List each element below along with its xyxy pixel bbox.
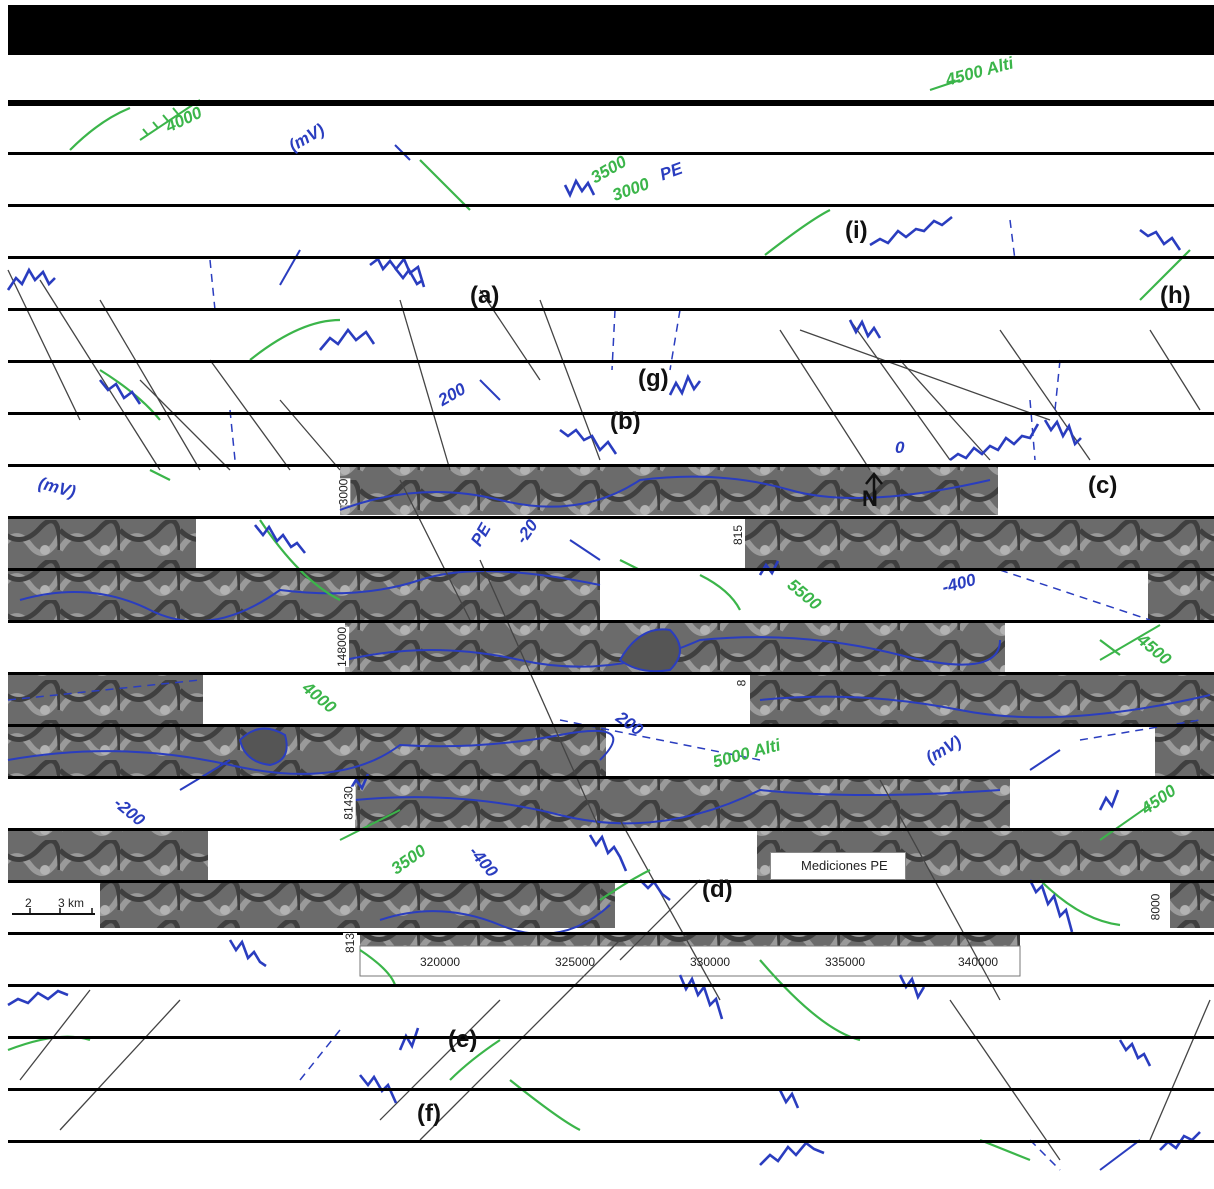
- scan-band-line: [8, 880, 1214, 883]
- scale-bar-tick: 2: [25, 896, 32, 910]
- panel-label-b: (b): [610, 408, 641, 435]
- scan-band-line: [8, 1140, 1214, 1143]
- fault-lines: [7, 269, 1211, 1161]
- northing-tick: 813: [343, 932, 358, 954]
- north-arrow-icon: [865, 471, 883, 505]
- northing-tick: 81430: [341, 786, 356, 820]
- scan-band-line: [8, 256, 1214, 259]
- legend-label: Mediciones PE: [801, 858, 888, 873]
- panel-label-c: (c): [1088, 472, 1118, 499]
- scan-band-line: [8, 724, 1214, 727]
- northing-tick: 8: [734, 679, 749, 687]
- scan-band-line: [8, 152, 1214, 155]
- panel-label-g: (g): [638, 365, 669, 392]
- easting-tick: 335000: [825, 955, 866, 969]
- easting-tick: 340000: [958, 955, 999, 969]
- scan-band-line: [8, 984, 1214, 987]
- satellite-image: [8, 465, 1214, 977]
- scan-band-line: [8, 932, 1214, 935]
- panel-label-h: (h): [1160, 282, 1191, 309]
- northing-tick: 3000: [336, 478, 351, 506]
- scan-band-line: [8, 672, 1214, 675]
- panel-label-d: (d): [702, 876, 733, 903]
- scan-bands: [8, 5, 1214, 1143]
- scan-band-line: [8, 516, 1214, 519]
- easting-tick: 325000: [555, 955, 596, 969]
- scale-bar-tick: 3 km: [58, 896, 85, 910]
- scan-band-line: [8, 308, 1214, 311]
- pe-label: 0: [895, 438, 905, 457]
- scan-band-line: [8, 204, 1214, 207]
- scan-band-line: [8, 464, 1214, 467]
- north-arrow-label: N: [862, 486, 878, 511]
- panel-label-i: (i): [845, 217, 868, 244]
- scan-band-line: [8, 568, 1214, 571]
- scale-bar: [8, 900, 98, 922]
- map-legend: Mediciones PE: [770, 852, 906, 880]
- northing-tick: 8000: [1148, 893, 1163, 921]
- scan-band-line: [8, 100, 1214, 106]
- scan-band-line: [8, 1036, 1214, 1039]
- panel-label-f: (f): [417, 1100, 441, 1127]
- panel-label-e: (e): [448, 1026, 478, 1053]
- scan-band-line: [8, 620, 1214, 623]
- drainage-lines: [7, 475, 1211, 935]
- scan-band-line: [8, 776, 1214, 779]
- panel-label-a: (a): [470, 282, 500, 309]
- northing-tick: 815: [731, 524, 746, 546]
- easting-tick: 320000: [420, 955, 461, 969]
- scan-band-line: [8, 1088, 1214, 1091]
- scan-band-line: [8, 828, 1214, 831]
- scan-band-line: [8, 360, 1214, 363]
- top-band: [8, 5, 1214, 55]
- northing-tick: 148000: [335, 626, 350, 668]
- easting-tick: 330000: [690, 955, 731, 969]
- pe-profiles: [6, 178, 1201, 1166]
- scan-band-line: [8, 412, 1214, 415]
